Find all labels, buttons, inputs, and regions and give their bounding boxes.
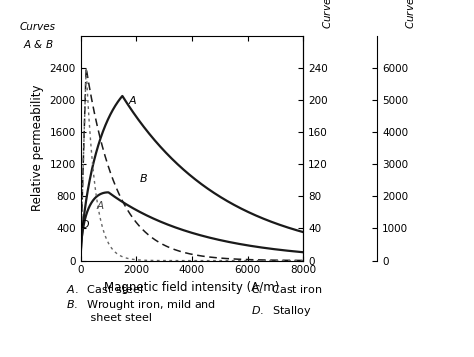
Text: $C.$  Cast iron: $C.$ Cast iron bbox=[251, 283, 323, 295]
Text: $A.$  Cast steel: $A.$ Cast steel bbox=[66, 283, 144, 295]
Y-axis label: Relative permeability: Relative permeability bbox=[31, 85, 44, 211]
Text: Curves: Curves bbox=[20, 22, 56, 32]
Text: $B.$  Wrought iron, mild and
       sheet steel: $B.$ Wrought iron, mild and sheet steel bbox=[66, 298, 217, 323]
Text: $A$ & $B$: $A$ & $B$ bbox=[22, 38, 54, 50]
Text: $A$: $A$ bbox=[96, 199, 105, 211]
Text: $D.$  Stalloy: $D.$ Stalloy bbox=[251, 304, 312, 318]
Text: $D$: $D$ bbox=[80, 218, 90, 231]
Text: $A$: $A$ bbox=[128, 94, 137, 106]
Text: Curve $D$: Curve $D$ bbox=[404, 0, 416, 29]
X-axis label: Magnetic field intensity (A/m): Magnetic field intensity (A/m) bbox=[104, 281, 280, 294]
Text: $B$: $B$ bbox=[139, 172, 148, 184]
Text: Curve $C$: Curve $C$ bbox=[321, 0, 333, 29]
